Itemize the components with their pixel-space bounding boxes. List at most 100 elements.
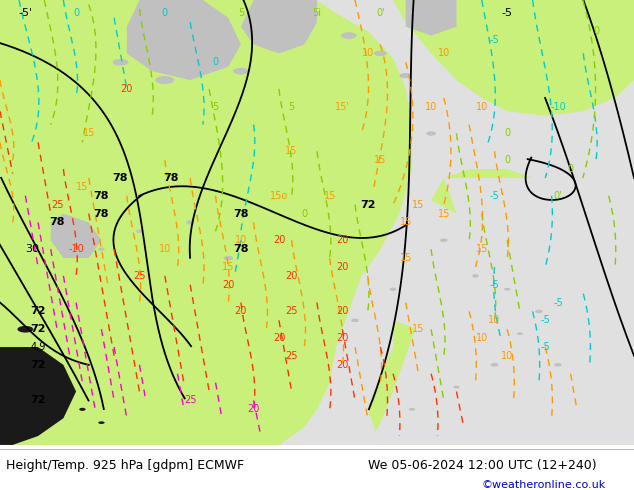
Text: 20: 20: [120, 84, 133, 94]
Ellipse shape: [136, 230, 143, 233]
Text: 20: 20: [235, 306, 247, 317]
Ellipse shape: [47, 372, 55, 375]
Text: 10: 10: [476, 102, 488, 112]
Text: -5: -5: [553, 297, 563, 308]
Text: We 05-06-2024 12:00 UTC (12+240): We 05-06-2024 12:00 UTC (12+240): [368, 459, 597, 472]
Text: 0': 0': [553, 191, 562, 201]
Text: -5: -5: [489, 280, 500, 290]
Text: 0: 0: [504, 128, 510, 139]
Text: 10: 10: [425, 102, 437, 112]
Text: 5: 5: [288, 102, 295, 112]
Text: 15: 15: [374, 155, 387, 165]
Text: 25: 25: [285, 306, 298, 317]
Ellipse shape: [33, 354, 43, 358]
Text: 15: 15: [222, 262, 235, 272]
Polygon shape: [368, 320, 634, 445]
Text: -10: -10: [550, 102, 566, 112]
Text: 10: 10: [501, 351, 514, 361]
Text: 15: 15: [437, 209, 450, 219]
Text: 10: 10: [476, 333, 488, 343]
Ellipse shape: [409, 408, 415, 411]
Text: 78: 78: [94, 209, 109, 219]
Text: 78: 78: [94, 191, 109, 201]
Ellipse shape: [374, 51, 387, 56]
Text: -5: -5: [501, 8, 513, 18]
Text: 15: 15: [323, 191, 336, 201]
Ellipse shape: [113, 59, 128, 66]
Ellipse shape: [206, 31, 225, 40]
Text: 15: 15: [399, 218, 412, 227]
Text: -5: -5: [489, 191, 500, 201]
Ellipse shape: [79, 408, 86, 411]
Ellipse shape: [517, 332, 523, 335]
Ellipse shape: [54, 399, 60, 402]
Ellipse shape: [504, 288, 510, 291]
Ellipse shape: [399, 73, 412, 78]
Text: -5: -5: [540, 342, 550, 352]
Text: 78: 78: [233, 244, 249, 254]
Ellipse shape: [17, 326, 33, 333]
Text: 0: 0: [567, 164, 574, 174]
Ellipse shape: [453, 386, 460, 389]
Text: 0: 0: [162, 8, 168, 18]
Polygon shape: [431, 169, 545, 222]
Ellipse shape: [98, 247, 105, 251]
Text: 72: 72: [30, 324, 46, 334]
Text: 15': 15': [335, 102, 350, 112]
Ellipse shape: [186, 220, 194, 225]
Text: 25: 25: [51, 199, 63, 210]
Text: 25: 25: [184, 395, 197, 405]
Ellipse shape: [155, 76, 174, 84]
Text: 20: 20: [336, 235, 349, 245]
Polygon shape: [393, 0, 634, 116]
Polygon shape: [406, 0, 456, 36]
Polygon shape: [368, 178, 634, 445]
Text: 20: 20: [273, 333, 285, 343]
Text: 20: 20: [222, 280, 235, 290]
Ellipse shape: [98, 421, 105, 424]
Text: -5: -5: [489, 35, 500, 45]
Text: 30: 30: [25, 244, 39, 254]
Ellipse shape: [472, 274, 479, 278]
Polygon shape: [51, 214, 101, 258]
Text: 4,9: 4,9: [30, 342, 46, 352]
Ellipse shape: [426, 131, 436, 136]
Text: 15: 15: [82, 128, 95, 139]
Text: 0': 0': [376, 8, 385, 18]
Polygon shape: [127, 0, 241, 80]
Text: 10: 10: [488, 316, 501, 325]
Ellipse shape: [554, 363, 562, 367]
Text: 0: 0: [504, 155, 510, 165]
Text: 0: 0: [593, 26, 599, 36]
Text: 78: 78: [113, 173, 128, 183]
Text: -5': -5': [18, 8, 32, 18]
Text: 15: 15: [76, 182, 89, 192]
Text: 0: 0: [212, 57, 219, 67]
Ellipse shape: [16, 381, 22, 384]
Text: 15: 15: [285, 147, 298, 156]
Text: 20: 20: [247, 404, 260, 415]
Ellipse shape: [390, 288, 396, 291]
Ellipse shape: [269, 26, 288, 36]
Ellipse shape: [535, 310, 543, 313]
Text: 20: 20: [273, 235, 285, 245]
Text: 20: 20: [336, 262, 349, 272]
Ellipse shape: [223, 256, 233, 260]
Ellipse shape: [440, 239, 448, 242]
Text: 15: 15: [412, 324, 425, 334]
Ellipse shape: [165, 17, 190, 28]
Text: -5: -5: [540, 316, 550, 325]
Text: 20: 20: [336, 333, 349, 343]
Text: Height/Temp. 925 hPa [gdpm] ECMWF: Height/Temp. 925 hPa [gdpm] ECMWF: [6, 459, 245, 472]
Text: 0: 0: [73, 8, 79, 18]
Ellipse shape: [233, 68, 249, 74]
Text: 15: 15: [399, 253, 412, 263]
Text: ©weatheronline.co.uk: ©weatheronline.co.uk: [482, 480, 606, 490]
Text: 5i: 5i: [313, 8, 321, 18]
Text: 25: 25: [133, 271, 146, 281]
Ellipse shape: [351, 318, 359, 322]
Text: 15: 15: [412, 199, 425, 210]
Text: -10: -10: [68, 244, 84, 254]
Text: 72: 72: [30, 395, 46, 405]
Text: 72: 72: [360, 199, 375, 210]
